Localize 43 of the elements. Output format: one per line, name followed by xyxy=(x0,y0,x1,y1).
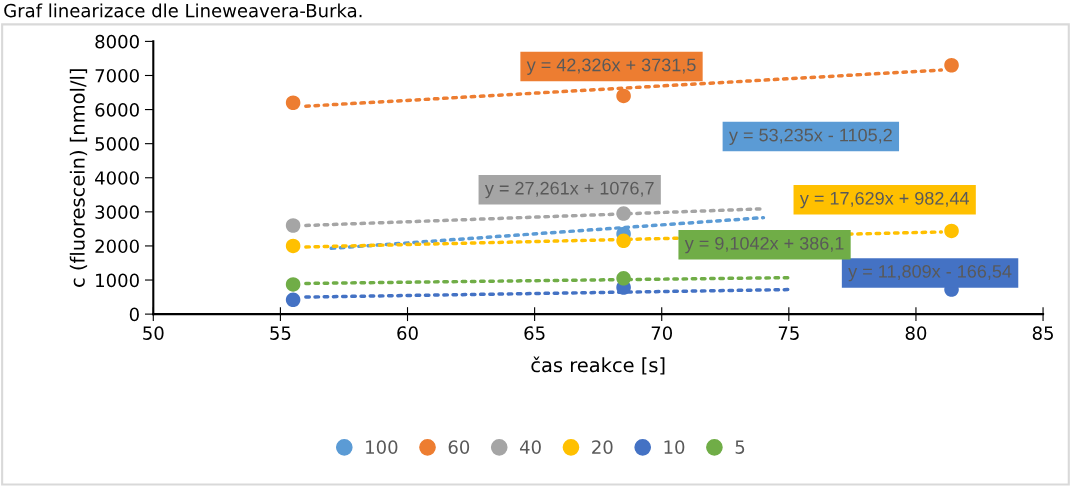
y-tick-label: 2000 xyxy=(95,239,139,254)
x-tick-label: 55 xyxy=(270,326,291,340)
y-tick-label: 0 xyxy=(129,307,139,322)
point xyxy=(285,238,301,254)
annotation: y = 9,1042x + 386,1 xyxy=(684,236,844,254)
point xyxy=(285,218,301,233)
x-tick-label: 80 xyxy=(905,326,927,340)
annotation: y = 27,261x + 1076,7 xyxy=(484,181,654,199)
x-tick-label: 85 xyxy=(1032,326,1053,340)
point xyxy=(285,277,301,292)
x-tick-label: 70 xyxy=(651,326,673,340)
point xyxy=(944,223,959,239)
y-tick-label: 5000 xyxy=(95,137,139,151)
annotation: y = 42,326x + 3731,5 xyxy=(526,58,696,75)
legend-label: 100 xyxy=(366,440,398,454)
x-tick-label: 65 xyxy=(524,326,545,340)
legend-label: 60 xyxy=(448,440,470,454)
legend-label: 40 xyxy=(519,440,541,454)
y-axis-title: c (fluorescein) [nmol/l] xyxy=(69,69,88,287)
point xyxy=(285,95,301,111)
point xyxy=(616,271,631,286)
x-axis-title: čas reakce [s] xyxy=(531,356,665,375)
x-tick-label: 75 xyxy=(778,326,799,340)
point xyxy=(616,233,631,249)
y-tick-label: 3000 xyxy=(95,205,139,219)
point xyxy=(285,292,301,308)
point xyxy=(616,206,631,221)
y-tick-label: 6000 xyxy=(95,103,139,117)
point xyxy=(616,88,631,104)
annotation: y = 17,629x + 982,44 xyxy=(799,191,969,209)
annotation: y = 53,235x - 1105,2 xyxy=(728,128,892,145)
legend-label: 5 xyxy=(735,440,745,454)
annotation: y = 11,809x - 166,54 xyxy=(848,265,1012,282)
point xyxy=(944,57,959,73)
y-tick-label: 1000 xyxy=(96,273,139,288)
chart-title: Graf linearizace dle Lineweavera-Burka. xyxy=(4,3,362,18)
y-tick-label: 7000 xyxy=(95,68,139,83)
x-tick-label: 60 xyxy=(397,326,418,340)
legend-label: 10 xyxy=(664,440,685,454)
y-tick-label: 8000 xyxy=(95,34,139,49)
legend-label: 20 xyxy=(592,440,613,454)
y-tick-label: 4000 xyxy=(95,171,139,185)
x-tick-label: 50 xyxy=(143,326,164,340)
